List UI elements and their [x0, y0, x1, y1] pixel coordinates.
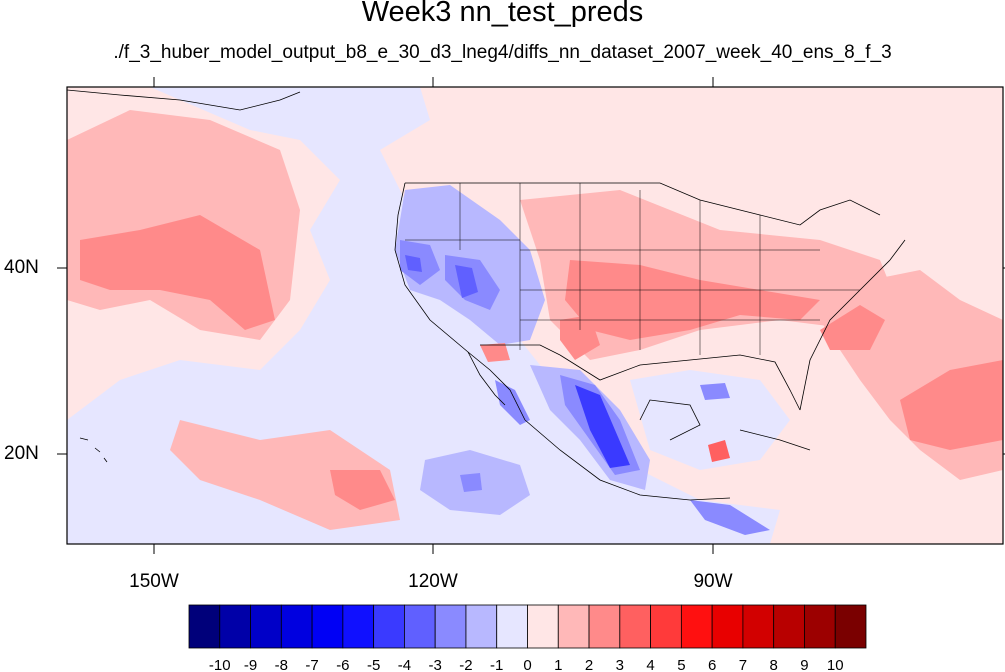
map-field	[67, 87, 1003, 544]
lon-label-150w: 150W	[129, 571, 179, 592]
colorbar-label: -9	[244, 657, 257, 672]
colorbar-label: 0	[523, 657, 531, 672]
colorbar-swatch	[588, 604, 621, 649]
colorbar-label: -4	[398, 657, 411, 672]
colorbar-label: -6	[336, 657, 349, 672]
field-positive-light-southpacific	[170, 420, 400, 530]
field-positive-mid-atlantic	[900, 360, 1003, 450]
field-negative-strong-pacific-blob	[460, 473, 482, 492]
colorbar-swatch	[711, 604, 744, 649]
state-lines	[405, 183, 860, 355]
field-negative-gulf-blob	[700, 383, 730, 400]
colorbar-swatch	[311, 604, 344, 649]
field-positive-texas	[560, 315, 600, 360]
field-positive-mid-southpacific	[330, 470, 395, 510]
colorbar-swatch	[434, 604, 467, 649]
lon-label-120w: 120W	[408, 571, 458, 592]
colorbar-swatch	[404, 604, 436, 649]
baja-peninsula	[467, 351, 506, 406]
colorbar-label: 10	[827, 657, 844, 672]
east-coast	[799, 239, 906, 411]
colorbar-label: 7	[739, 657, 747, 672]
colorbar-label: 1	[554, 657, 562, 672]
colorbar-swatch	[250, 604, 282, 649]
colorbar-label: 3	[616, 657, 624, 672]
colorbar-swatch	[834, 604, 867, 649]
colorbar-label: -10	[209, 657, 231, 672]
colorbar-swatch	[680, 604, 713, 649]
colorbar-label: -1	[490, 657, 503, 672]
colorbar-swatch	[373, 604, 405, 649]
colorbar-label: -3	[429, 657, 442, 672]
coastlines	[66, 89, 906, 501]
hawaii	[79, 437, 108, 463]
field-positive-ca-coast	[480, 343, 510, 362]
field-positive-mid-pacific	[80, 215, 275, 330]
yucatan	[639, 399, 701, 441]
field-negative-caribbean	[690, 500, 770, 535]
alaska-coast	[66, 89, 301, 111]
map-title: Week3 nn_test_preds	[361, 0, 644, 28]
field-negative-light-gulf	[630, 370, 790, 470]
colorbar-label: 4	[646, 657, 654, 672]
colorbar-label: -2	[459, 657, 472, 672]
field-negative-core-mexico	[575, 385, 630, 468]
colorbar-swatch	[188, 604, 221, 649]
colorbar-swatch	[527, 604, 559, 649]
mexico-coast	[524, 419, 731, 501]
map-frame	[66, 86, 1004, 545]
colorbar-swatch	[742, 604, 775, 649]
colorbar-label: -7	[305, 657, 318, 672]
lat-label-20n: 20N	[4, 443, 39, 464]
colorbar-swatch	[619, 604, 651, 649]
cuba	[739, 429, 811, 451]
lat-label-40n: 40N	[4, 257, 39, 278]
colorbar-swatch	[496, 604, 528, 649]
map-subtitle: ./f_3_huber_model_output_b8_e_30_d3_lneg…	[113, 42, 892, 63]
colorbar-label: 5	[677, 657, 685, 672]
field-negative-baja	[495, 380, 530, 425]
colorbar-swatch	[557, 604, 590, 649]
colorbar-swatch	[804, 604, 836, 649]
west-coast	[394, 182, 526, 421]
us-canada-border	[405, 182, 881, 226]
colorbar-label: -5	[367, 657, 380, 672]
field-positive-caribbean	[708, 440, 730, 462]
gulf-coast	[559, 354, 801, 411]
field-negative-light	[67, 87, 780, 544]
colorbar-swatch	[465, 604, 498, 649]
colorbar-label: 2	[585, 657, 593, 672]
colorbar-swatch	[280, 604, 313, 649]
field-positive-mid-atlantic2	[820, 305, 885, 350]
colorbar-swatch	[773, 604, 805, 649]
colorbar-swatch	[219, 604, 251, 649]
colorbar-label: 6	[708, 657, 716, 672]
colorbar-swatch	[650, 604, 682, 649]
colorbar-label: 8	[770, 657, 778, 672]
us-mexico-border	[480, 344, 561, 356]
colorbar-swatch	[342, 604, 375, 649]
lon-label-90w: 90W	[693, 571, 733, 592]
colorbar-label: -8	[275, 657, 288, 672]
colorbar-label: 9	[800, 657, 808, 672]
field-negative-core-west	[405, 255, 478, 298]
